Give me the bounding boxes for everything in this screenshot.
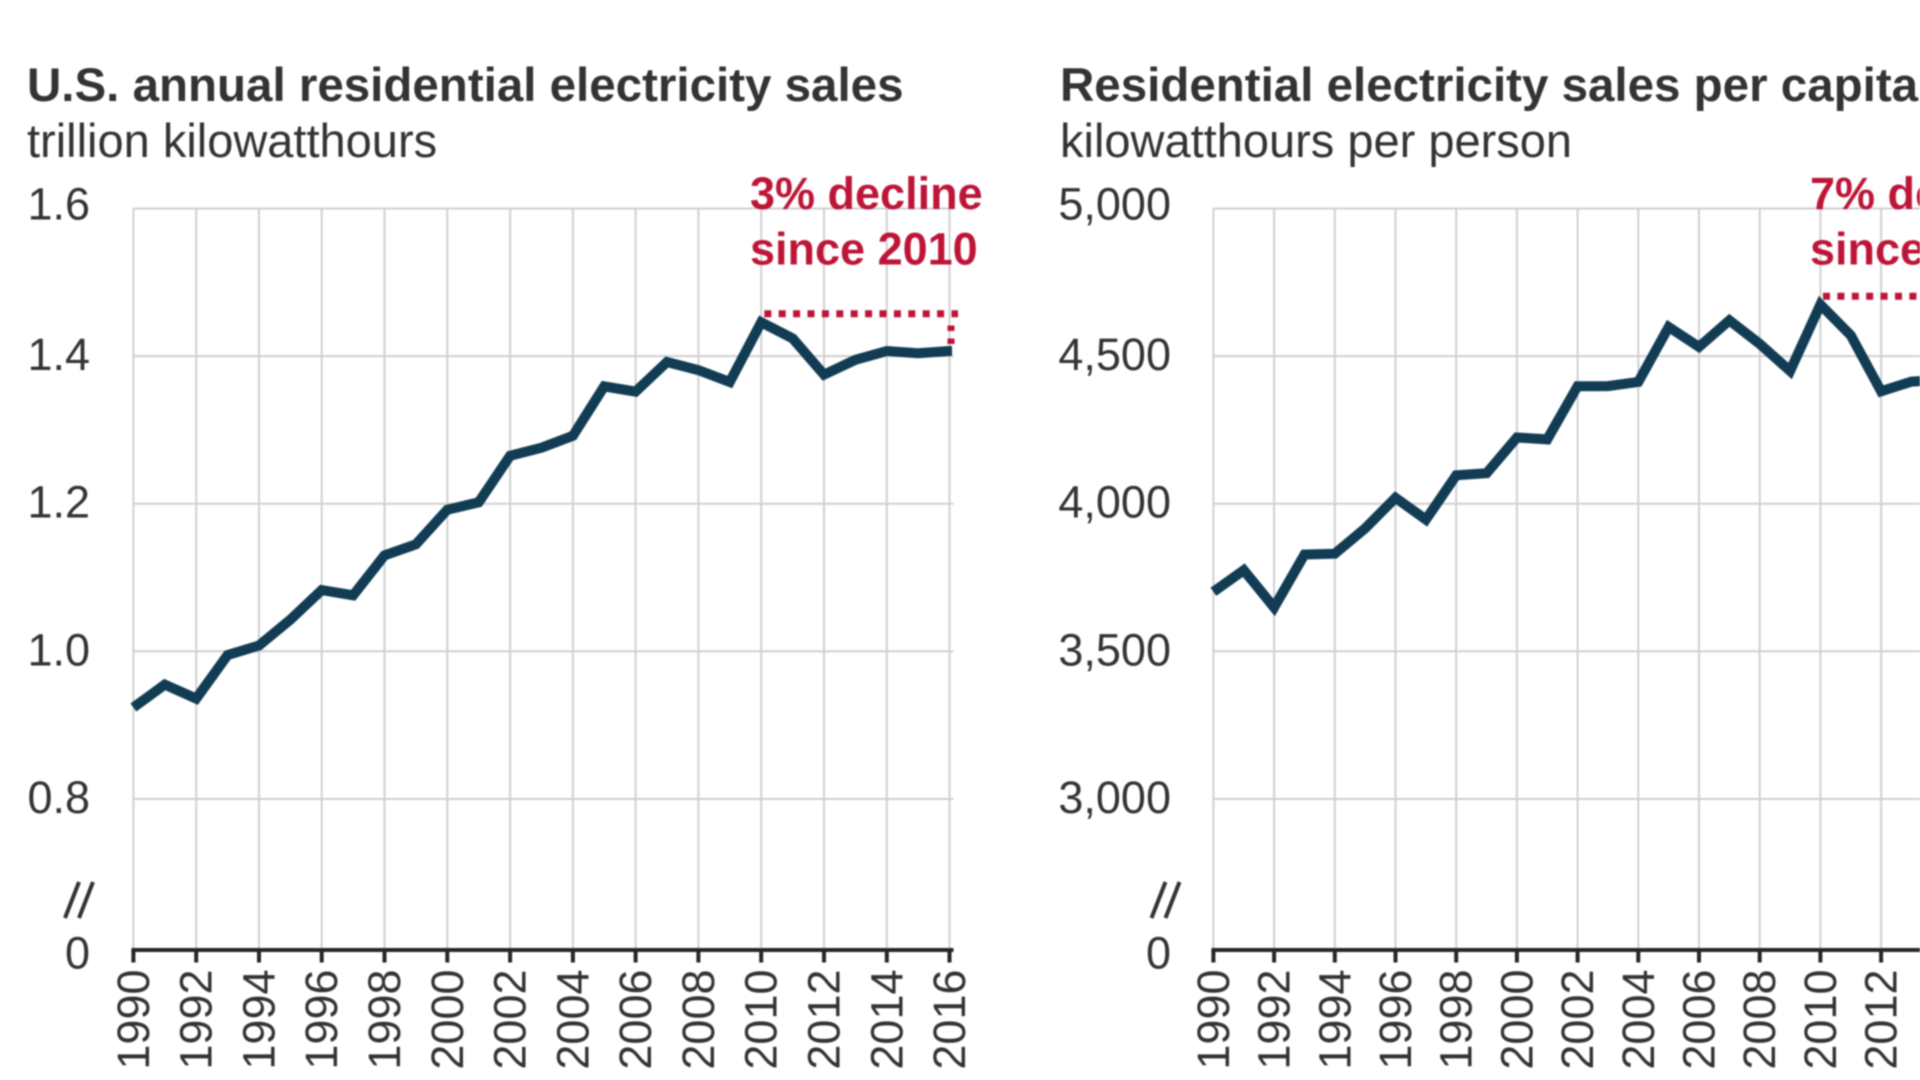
svg-text:2012: 2012: [799, 970, 850, 1070]
svg-text:1.2: 1.2: [27, 477, 90, 528]
svg-text:2002: 2002: [1552, 970, 1603, 1070]
svg-text:1996: 1996: [1370, 970, 1421, 1070]
svg-text:3% decline: 3% decline: [750, 168, 983, 219]
svg-text:1.4: 1.4: [27, 329, 90, 380]
svg-text:4,000: 4,000: [1058, 477, 1171, 528]
svg-text:1994: 1994: [1309, 970, 1360, 1070]
svg-text:U.S. annual residential electr: U.S. annual residential electricity sale…: [27, 59, 904, 112]
svg-text:2008: 2008: [1734, 970, 1785, 1070]
svg-text:2012: 2012: [1856, 970, 1907, 1070]
svg-text:trillion kilowatthours: trillion kilowatthours: [27, 114, 437, 167]
svg-text:2016: 2016: [924, 970, 975, 1070]
svg-text:2002: 2002: [485, 970, 536, 1070]
svg-text:1992: 1992: [171, 970, 222, 1070]
svg-text:since 2010: since 2010: [750, 224, 978, 275]
svg-text:2010: 2010: [1795, 970, 1846, 1070]
svg-text:2006: 2006: [610, 970, 661, 1070]
svg-text:1.0: 1.0: [27, 624, 90, 675]
svg-text:5,000: 5,000: [1058, 179, 1171, 230]
svg-text:2000: 2000: [1491, 970, 1542, 1070]
svg-text:0: 0: [65, 928, 90, 979]
svg-text:2008: 2008: [673, 970, 724, 1070]
svg-text:2004: 2004: [1613, 970, 1664, 1070]
svg-text:1990: 1990: [108, 970, 159, 1070]
svg-text:3,500: 3,500: [1058, 624, 1171, 675]
svg-text:1990: 1990: [1188, 970, 1239, 1070]
svg-text:4,500: 4,500: [1058, 329, 1171, 380]
svg-text:7% decline: 7% decline: [1810, 168, 1920, 219]
svg-text:0.8: 0.8: [27, 772, 90, 823]
svg-text:1992: 1992: [1249, 970, 1300, 1070]
svg-text:1998: 1998: [359, 970, 410, 1070]
svg-text:2006: 2006: [1674, 970, 1725, 1070]
svg-text:0: 0: [1146, 928, 1171, 979]
svg-text:2010: 2010: [736, 970, 787, 1070]
svg-text:since 2010: since 2010: [1810, 224, 1920, 275]
svg-text:1998: 1998: [1431, 970, 1482, 1070]
svg-text:2000: 2000: [422, 970, 473, 1070]
svg-text:kilowatthours per person: kilowatthours per person: [1060, 114, 1572, 167]
svg-text:1996: 1996: [296, 970, 347, 1070]
svg-text:Residential electricity sales: Residential electricity sales per capita: [1060, 59, 1919, 112]
svg-text:2004: 2004: [547, 970, 598, 1070]
svg-text:1994: 1994: [234, 970, 285, 1070]
svg-text:2014: 2014: [861, 970, 912, 1070]
svg-text:3,000: 3,000: [1058, 772, 1171, 823]
svg-text:1.6: 1.6: [27, 179, 90, 230]
